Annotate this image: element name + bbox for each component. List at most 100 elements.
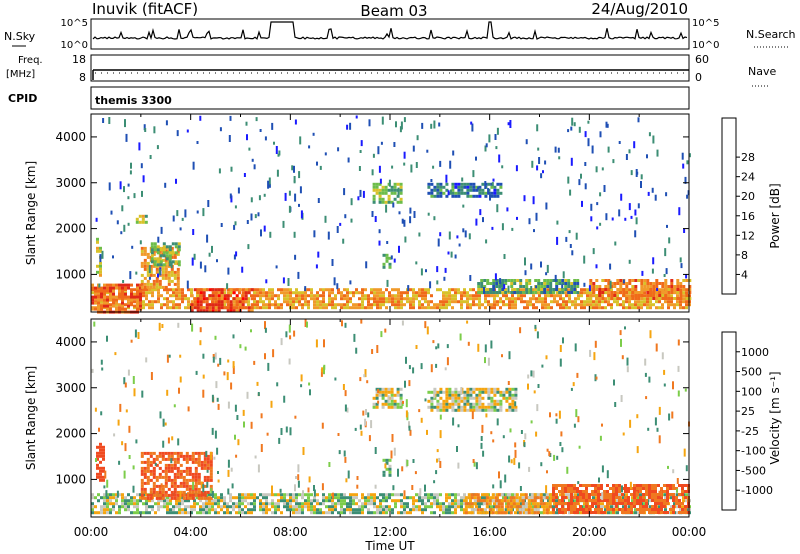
heatmap-cell xyxy=(328,462,331,467)
heatmap-cell xyxy=(295,306,298,310)
heatmap-cell xyxy=(470,505,474,509)
heatmap-cell xyxy=(556,236,559,245)
heatmap-cell xyxy=(118,297,121,301)
heatmap-cell xyxy=(149,463,153,467)
heatmap-cell xyxy=(589,291,592,295)
heatmap-cell xyxy=(169,288,172,292)
heatmap-cell xyxy=(412,145,415,152)
heatmap-cell xyxy=(173,484,177,488)
heatmap-cell xyxy=(217,303,221,307)
heatmap-cell xyxy=(164,451,168,455)
heatmap-cell xyxy=(211,288,215,292)
heatmap-cell xyxy=(202,505,205,509)
heatmap-cell xyxy=(235,303,239,307)
heatmap-cell xyxy=(454,402,458,406)
heatmap-cell xyxy=(661,303,664,307)
heatmap-cell xyxy=(138,214,142,218)
heatmap-cell xyxy=(143,487,147,491)
heatmap-cell xyxy=(382,496,385,500)
heatmap-cell xyxy=(640,285,644,288)
heatmap-cell xyxy=(265,493,268,497)
heatmap-cell xyxy=(242,409,245,416)
freq-unit: [MHz] xyxy=(6,69,35,80)
heatmap-cell xyxy=(182,484,186,488)
nsky-frame xyxy=(90,18,690,50)
heatmap-cell xyxy=(123,377,126,385)
heatmap-cell xyxy=(250,493,253,497)
heatmap-cell xyxy=(496,300,499,304)
colorbar-label: -500 xyxy=(741,464,766,477)
heatmap-cell xyxy=(528,279,532,282)
heatmap-cell xyxy=(226,306,230,310)
heatmap-cell xyxy=(130,298,133,302)
heatmap-cell xyxy=(498,154,501,163)
heatmap-cell xyxy=(406,502,409,506)
heatmap-cell xyxy=(114,352,117,356)
heatmap-cell xyxy=(394,499,397,503)
heatmap-cell xyxy=(664,279,668,282)
heatmap-cell xyxy=(384,399,388,403)
heatmap-cell xyxy=(208,505,211,509)
heatmap-cell xyxy=(648,493,651,496)
heatmap-cell xyxy=(322,300,325,304)
heatmap-cell xyxy=(670,294,673,298)
heatmap-cell xyxy=(158,490,162,494)
heatmap-cell xyxy=(415,345,418,349)
heatmap-cell xyxy=(670,511,673,515)
heatmap-cell xyxy=(567,176,570,184)
heatmap-cell xyxy=(310,493,313,497)
colorbar-label: -100 xyxy=(741,445,766,458)
heatmap-cell xyxy=(421,288,424,292)
heatmap-cell xyxy=(152,487,156,491)
heatmap-cell xyxy=(176,210,179,217)
heatmap-cell xyxy=(420,417,423,423)
heatmap-cell xyxy=(527,499,531,503)
heatmap-cell xyxy=(633,499,636,502)
heatmap-cell xyxy=(349,505,352,509)
heatmap-cell xyxy=(654,511,657,514)
heatmap-cell xyxy=(445,303,448,307)
heatmap-cell xyxy=(109,298,112,302)
heatmap-cell xyxy=(543,291,547,294)
heatmap-cell xyxy=(588,484,591,487)
heatmap-cell xyxy=(445,387,449,391)
power-colorbar-title: Power [dB] xyxy=(768,183,782,248)
heatmap-cell xyxy=(559,442,562,446)
heatmap-cell xyxy=(615,496,618,499)
heatmap-cell xyxy=(106,511,109,515)
heatmap-cell xyxy=(637,279,641,282)
heatmap-cell xyxy=(503,496,507,500)
heatmap-cell xyxy=(219,127,222,132)
heatmap-cell xyxy=(528,218,531,225)
heatmap-cell xyxy=(645,487,648,490)
heatmap-cell xyxy=(500,499,504,503)
heatmap-cell xyxy=(457,191,461,195)
heatmap-cell xyxy=(173,404,176,408)
heatmap-cell xyxy=(567,487,570,490)
heatmap-cell xyxy=(612,496,615,499)
heatmap-cell xyxy=(666,511,669,514)
heatmap-cell xyxy=(253,291,256,295)
heatmap-cell xyxy=(649,297,653,300)
heatmap-cell xyxy=(143,466,147,470)
heatmap-cell xyxy=(625,288,629,291)
heatmap-cell xyxy=(421,496,424,500)
heatmap-cell xyxy=(166,300,169,304)
heatmap-cell xyxy=(115,307,118,311)
heatmap-cell xyxy=(676,291,680,294)
heatmap-cell xyxy=(448,297,451,301)
heatmap-cell xyxy=(144,220,148,224)
heatmap-cell xyxy=(250,306,254,310)
heatmap-cell xyxy=(684,505,687,508)
heatmap-cell xyxy=(400,499,403,503)
heatmap-cell xyxy=(352,511,355,515)
heatmap-cell xyxy=(685,465,688,472)
heatmap-cell xyxy=(130,295,133,299)
heatmap-cell xyxy=(448,231,451,240)
heatmap-cell xyxy=(418,288,421,292)
heatmap-cell xyxy=(558,484,561,487)
heatmap-cell xyxy=(492,288,496,291)
heatmap-cell xyxy=(678,493,681,496)
heatmap-cell xyxy=(527,505,531,509)
heatmap-cell xyxy=(582,493,585,496)
